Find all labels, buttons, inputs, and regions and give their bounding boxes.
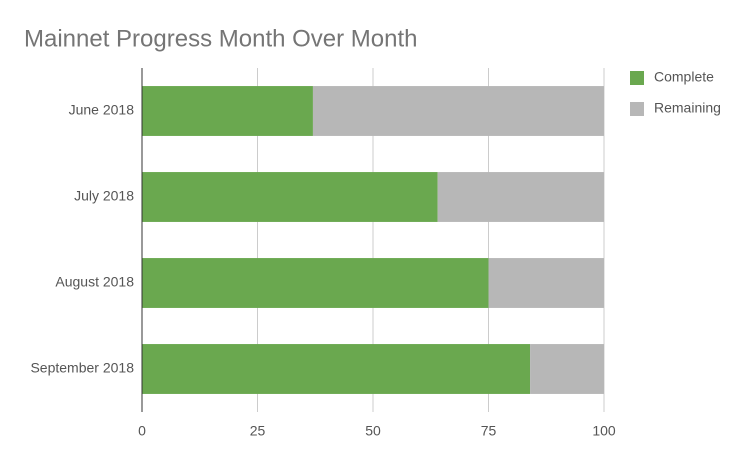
x-tick-label: 75: [481, 423, 497, 439]
chart-title: Mainnet Progress Month Over Month: [24, 25, 418, 52]
bar: [437, 172, 604, 222]
legend-label: Complete: [654, 69, 714, 85]
bar: [142, 344, 531, 394]
x-tick-label: 0: [138, 423, 146, 439]
y-tick-label: July 2018: [74, 188, 134, 204]
bar: [142, 172, 438, 222]
legend-swatch: [630, 102, 644, 116]
bar: [530, 344, 604, 394]
bar: [142, 86, 313, 136]
y-tick-label: September 2018: [30, 360, 134, 376]
legend-swatch: [630, 71, 644, 85]
y-tick-label: August 2018: [55, 274, 134, 290]
bar: [488, 258, 604, 308]
x-tick-label: 25: [250, 423, 266, 439]
legend-label: Remaining: [654, 100, 721, 116]
bar: [142, 258, 489, 308]
bar: [312, 86, 604, 136]
x-tick-label: 100: [592, 423, 616, 439]
x-tick-label: 50: [365, 423, 381, 439]
y-tick-label: June 2018: [69, 102, 135, 118]
